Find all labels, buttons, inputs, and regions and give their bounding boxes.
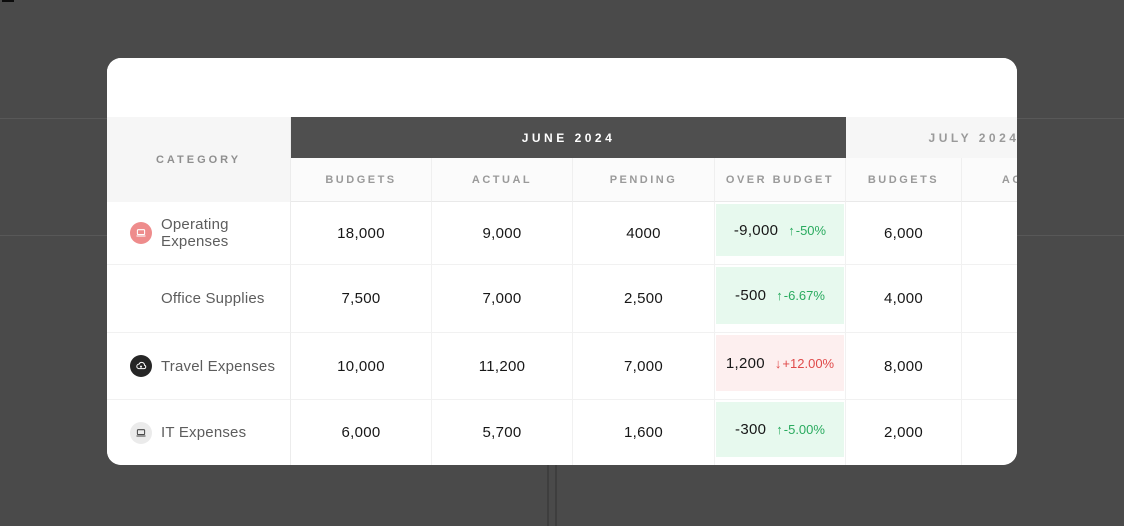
category-cell[interactable]: Operating Expenses <box>107 202 291 265</box>
budgets-cell[interactable]: 6,000 <box>846 202 962 265</box>
category-cell[interactable]: IT Expenses <box>107 400 291 465</box>
over-budget-cell[interactable]: -9,000 ↑ -50% <box>715 202 846 265</box>
computer-icon <box>130 222 152 244</box>
actual-cell[interactable] <box>962 400 1017 465</box>
actual-cell[interactable]: 5,700 <box>432 400 573 465</box>
column-header-june-actual: ACTUAL <box>432 158 573 202</box>
over-budget-delta: ↑ -6.67% <box>776 288 825 303</box>
column-header-july-actual: ACTUAL <box>962 158 1017 202</box>
over-budget-delta: ↑ -5.00% <box>776 422 825 437</box>
actual-cell[interactable] <box>962 202 1017 265</box>
budgets-cell[interactable]: 6,000 <box>291 400 432 465</box>
trend-up-icon: ↑ <box>776 288 783 303</box>
actual-cell[interactable] <box>962 265 1017 333</box>
pending-cell[interactable]: 7,000 <box>573 333 715 400</box>
over-budget-cell[interactable]: -500 ↑ -6.67% <box>715 265 846 333</box>
category-label: Office Supplies <box>161 290 265 307</box>
category-label: Travel Expenses <box>161 357 276 375</box>
budgets-cell[interactable]: 18,000 <box>291 202 432 265</box>
actual-cell[interactable]: 7,000 <box>432 265 573 333</box>
budgets-cell[interactable]: 4,000 <box>846 265 962 333</box>
trend-up-icon: ↑ <box>788 222 795 238</box>
over-budget-value: -300 <box>735 421 767 438</box>
over-budget-delta: ↓ +12.00% <box>775 356 834 371</box>
over-budget-percent: -5.00% <box>783 422 825 437</box>
budget-table-modal: CATEGORY JUNE 2024 JULY 2024 BUDGETS ACT… <box>107 58 1017 465</box>
over-budget-delta: ↑ -50% <box>788 223 826 238</box>
over-budget-percent: -6.67% <box>783 288 825 303</box>
category-label: Operating Expenses <box>161 216 229 250</box>
budgets-cell[interactable]: 2,000 <box>846 400 962 465</box>
trend-up-icon: ↑ <box>776 422 783 437</box>
over-budget-value: -500 <box>735 287 767 304</box>
over-budget-cell[interactable]: 1,200 ↓ +12.00% <box>715 333 846 400</box>
background-column-line <box>555 465 557 526</box>
pending-cell[interactable]: 4000 <box>573 202 715 265</box>
category-cell[interactable]: Travel Expenses <box>107 333 291 400</box>
budgets-cell[interactable]: 10,000 <box>291 333 432 400</box>
over-budget-badge: -9,000 ↑ -50% <box>716 204 844 256</box>
over-budget-cell[interactable]: -300 ↑ -5.00% <box>715 400 846 465</box>
modal-title-area <box>107 58 1017 117</box>
trend-down-icon: ↓ <box>774 355 782 371</box>
budgets-cell[interactable]: 7,500 <box>291 265 432 333</box>
column-header-category: CATEGORY <box>107 117 291 202</box>
over-budget-percent: +12.00% <box>782 355 835 371</box>
actual-cell[interactable]: 9,000 <box>432 202 573 265</box>
pending-cell[interactable]: 1,600 <box>573 400 715 465</box>
month-group-header-june[interactable]: JUNE 2024 <box>291 117 846 158</box>
background-column-line <box>547 465 549 526</box>
cloud-icon <box>130 355 152 377</box>
background-top-mark <box>2 0 14 2</box>
over-budget-badge: -300 ↑ -5.00% <box>716 402 844 457</box>
over-budget-value: -9,000 <box>733 221 779 239</box>
over-budget-badge: 1,200 ↓ +12.00% <box>716 335 844 391</box>
column-header-june-pending: PENDING <box>573 158 715 202</box>
month-group-header-july[interactable]: JULY 2024 <box>846 117 1017 158</box>
actual-cell[interactable] <box>962 333 1017 400</box>
over-budget-percent: -50% <box>795 222 827 238</box>
pending-cell[interactable]: 2,500 <box>573 265 715 333</box>
over-budget-badge: -500 ↑ -6.67% <box>716 267 844 324</box>
over-budget-value: 1,200 <box>725 354 765 372</box>
budgets-cell[interactable]: 8,000 <box>846 333 962 400</box>
budget-table: CATEGORY JUNE 2024 JULY 2024 BUDGETS ACT… <box>107 117 1017 465</box>
category-label: IT Expenses <box>161 424 247 441</box>
column-header-june-budgets: BUDGETS <box>291 158 432 202</box>
column-header-june-over-budget: OVER BUDGET <box>715 158 846 202</box>
category-cell[interactable]: Office Supplies <box>107 265 291 333</box>
column-header-july-budgets: BUDGETS <box>846 158 962 202</box>
actual-cell[interactable]: 11,200 <box>432 333 573 400</box>
computer-icon <box>130 421 152 444</box>
